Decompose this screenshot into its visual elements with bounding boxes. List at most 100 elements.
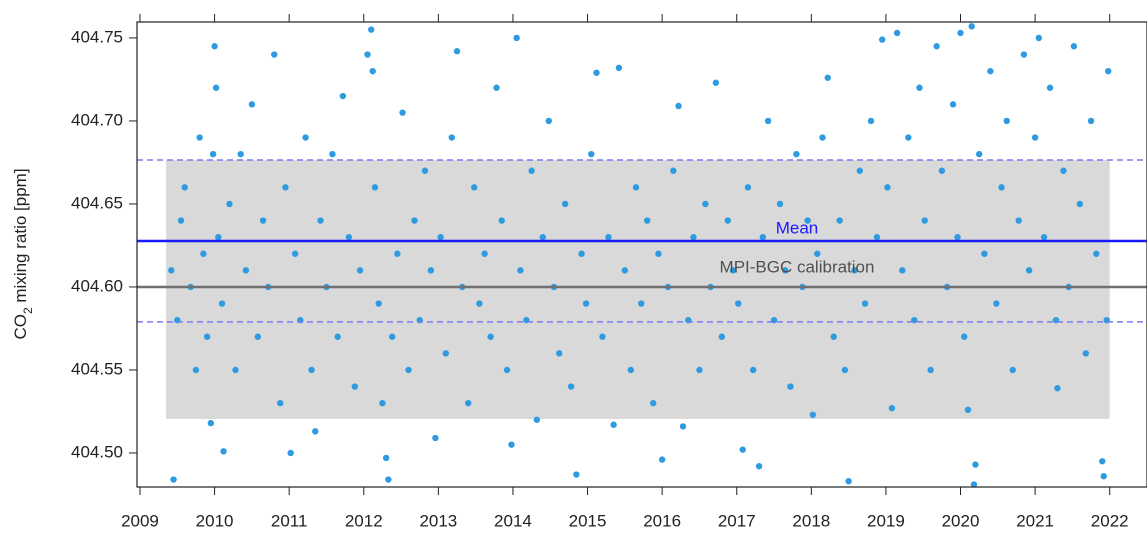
- data-point: [679, 423, 687, 430]
- data-point: [345, 233, 353, 241]
- data-point: [1099, 458, 1106, 465]
- data-point: [351, 383, 359, 390]
- data-point: [470, 184, 478, 191]
- data-point: [334, 333, 341, 340]
- data-point: [993, 300, 1000, 307]
- data-point: [1054, 385, 1061, 392]
- data-point: [1070, 43, 1078, 50]
- data-point: [981, 250, 988, 257]
- y-label-rest: mixing ratio [ppm]: [11, 168, 30, 307]
- data-point: [481, 250, 488, 257]
- data-point: [168, 267, 175, 274]
- data-point: [954, 233, 961, 241]
- data-point: [968, 23, 975, 30]
- data-point: [271, 51, 278, 58]
- data-point: [329, 150, 336, 158]
- data-point: [513, 34, 520, 42]
- data-point: [242, 267, 250, 274]
- data-point: [1060, 167, 1067, 174]
- x-tick-label: 2022: [1091, 511, 1129, 530]
- y-tick-label: 404.55: [71, 359, 123, 378]
- x-tick-label: 2020: [942, 511, 980, 530]
- data-point: [277, 399, 284, 407]
- data-point: [539, 233, 546, 241]
- data-point: [209, 150, 217, 158]
- data-point: [819, 134, 826, 141]
- data-point: [873, 233, 881, 241]
- data-point: [856, 167, 864, 174]
- data-point: [1046, 84, 1054, 91]
- data-point: [215, 233, 222, 241]
- data-point: [556, 350, 563, 357]
- data-point: [809, 411, 817, 418]
- y-tick-label: 404.65: [71, 193, 123, 212]
- data-point: [804, 217, 811, 224]
- data-point: [759, 233, 767, 241]
- data-point: [861, 300, 869, 307]
- data-point: [226, 200, 233, 208]
- data-point: [181, 184, 188, 191]
- data-point: [302, 134, 309, 141]
- data-point: [893, 29, 901, 37]
- data-point: [388, 333, 396, 340]
- data-point: [851, 267, 858, 274]
- y-tick-label: 404.75: [71, 27, 123, 46]
- data-point: [437, 233, 444, 241]
- x-tick-label: 2014: [494, 511, 532, 530]
- y-axis-label: CO2 mixing ratio [ppm]: [11, 168, 35, 339]
- data-point: [578, 250, 585, 257]
- x-tick-label: 2018: [792, 511, 830, 530]
- data-point: [649, 399, 657, 407]
- data-point: [987, 67, 994, 75]
- data-point: [588, 150, 595, 158]
- x-tick-label: 2012: [345, 511, 383, 530]
- data-point: [567, 383, 575, 390]
- data-point: [259, 217, 267, 224]
- data-point: [1100, 473, 1107, 480]
- data-point: [503, 366, 511, 374]
- data-point: [476, 300, 483, 307]
- data-point: [453, 48, 461, 55]
- data-point: [487, 333, 494, 340]
- data-point: [385, 476, 392, 483]
- data-point: [177, 217, 185, 224]
- data-point: [933, 43, 940, 50]
- data-point: [368, 26, 375, 33]
- x-tick-label: 2011: [271, 511, 308, 530]
- data-point: [248, 101, 256, 108]
- data-point: [533, 416, 541, 423]
- data-point: [493, 84, 500, 91]
- data-point: [218, 300, 226, 307]
- data-point: [927, 366, 934, 374]
- data-point: [644, 217, 651, 224]
- data-point: [573, 471, 580, 478]
- data-point: [442, 350, 450, 357]
- data-point: [1031, 134, 1039, 141]
- x-tick-label: 2013: [419, 511, 457, 530]
- data-point: [841, 366, 849, 374]
- data-point: [282, 184, 289, 191]
- data-point: [998, 184, 1005, 191]
- data-point: [317, 217, 324, 224]
- data-point: [382, 454, 390, 462]
- data-point: [170, 476, 177, 483]
- data-point: [824, 74, 831, 81]
- x-tick-label: 2015: [569, 511, 607, 530]
- data-point: [196, 134, 203, 141]
- data-point: [638, 300, 645, 307]
- data-point: [712, 79, 720, 86]
- data-point: [888, 404, 896, 412]
- data-point: [1020, 51, 1028, 58]
- data-point: [421, 167, 429, 174]
- y-tick-label: 404.70: [71, 110, 123, 129]
- data-point: [764, 117, 772, 125]
- data-point: [749, 366, 757, 374]
- x-tick-label: 2010: [196, 511, 234, 530]
- data-point: [448, 134, 455, 141]
- data-point: [1015, 217, 1022, 224]
- data-point: [1035, 34, 1043, 42]
- data-point: [814, 250, 821, 257]
- data-point: [599, 333, 606, 340]
- data-point: [739, 446, 746, 453]
